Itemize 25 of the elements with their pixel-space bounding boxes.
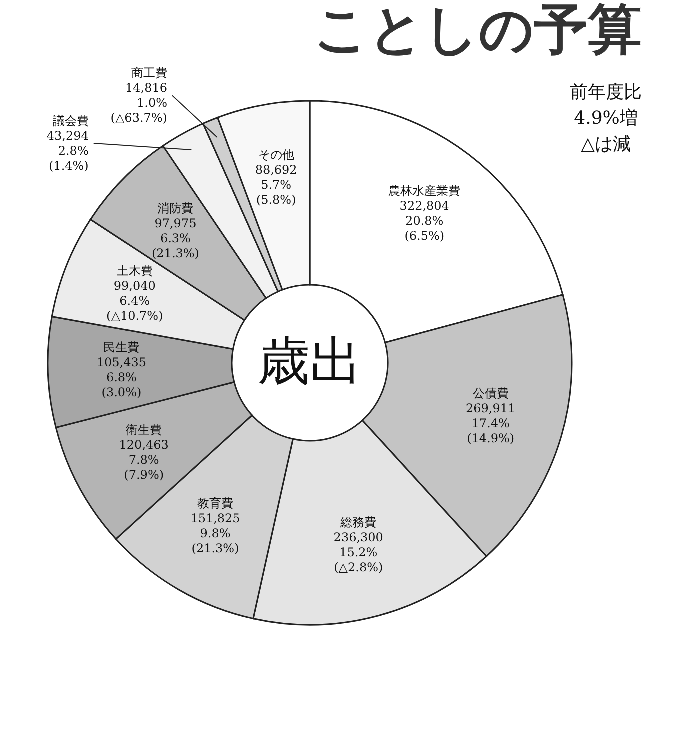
slice-label: 消防費 <box>158 201 194 216</box>
data-label: 151,825 9.8% (21.3%) <box>190 511 240 556</box>
data-label: 236,300 15.2% (△2.8%) <box>334 530 384 575</box>
slice-label: 土木費 <box>116 264 153 278</box>
data-label: 14,816 1.0% (△63.7%) <box>110 81 168 126</box>
slice-label: 衛生費 <box>126 422 162 437</box>
data-label: 322,804 20.8% (6.5%) <box>400 198 450 243</box>
text: 歳出 <box>258 332 362 392</box>
slice-label: 商工費 <box>131 66 168 80</box>
slice-label: 議会費 <box>52 114 89 128</box>
slice-label: その他 <box>258 148 294 162</box>
data-label: 120,463 7.8% (7.9%) <box>119 438 169 482</box>
slice-label: 教育費 <box>198 496 234 510</box>
slice-label: 公債費 <box>472 386 509 400</box>
data-label: 105,435 6.8% (3.0%) <box>96 355 147 400</box>
slice-label: 総務費 <box>340 516 377 530</box>
data-label: 97,975 6.3% (21.3%) <box>152 216 200 260</box>
chart-title: ことしの予算 <box>314 0 642 61</box>
slice-label: 農林水産業費 <box>388 184 461 198</box>
slice-label: 民生費 <box>104 340 140 354</box>
data-label: 99,040 6.4% (△10.7%) <box>106 278 164 323</box>
data-label: 269,911 17.4% (14.9%) <box>466 401 516 446</box>
data-label: 88,692 5.7% (5.8%) <box>255 163 298 208</box>
text: 前年度比 4.9%増 △は減 <box>570 82 642 155</box>
data-label: 43,294 2.8% (1.4%) <box>46 128 90 173</box>
